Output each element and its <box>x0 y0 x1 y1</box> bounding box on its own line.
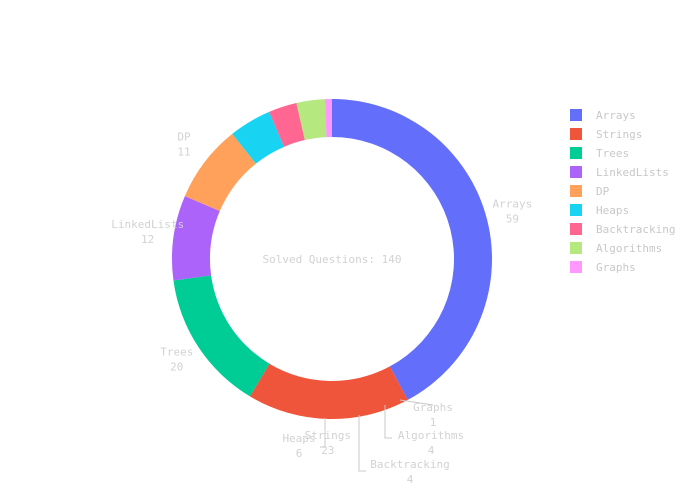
legend-item-backtracking[interactable]: Backtracking <box>570 223 675 236</box>
slice-value-heaps: 6 <box>296 447 303 460</box>
legend-label-graphs: Graphs <box>596 261 636 274</box>
legend-swatch-trees <box>570 147 582 159</box>
legend-swatch-dp <box>570 185 582 197</box>
slice-value-trees: 20 <box>170 360 183 373</box>
slice-label-backtracking: Backtracking <box>370 458 449 471</box>
slice-heaps[interactable] <box>232 111 285 164</box>
slice-linkedlists[interactable] <box>172 196 220 281</box>
leader-backtracking <box>358 415 366 472</box>
slice-label-linkedlists: LinkedLists <box>111 218 184 231</box>
legend-swatch-algorithms <box>570 242 582 254</box>
leader-lines <box>320 399 434 472</box>
legend-swatch-heaps <box>570 204 582 216</box>
slice-labels: Arrays 59 Strings 23 Trees 20 LinkedLists 12 DP 1… <box>111 130 532 486</box>
slice-arrays[interactable] <box>332 99 492 400</box>
slice-strings[interactable] <box>249 363 408 420</box>
legend-item-dp[interactable]: DP <box>570 185 610 198</box>
slice-label-trees: Trees <box>160 345 193 358</box>
legend-label-backtracking: Backtracking <box>596 223 675 236</box>
legend-label-linkedlists: LinkedLists <box>596 166 669 179</box>
legend-swatch-graphs <box>570 261 582 273</box>
slice-trees[interactable] <box>173 275 270 397</box>
slice-label-dp: DP <box>177 130 191 143</box>
legend-label-trees: Trees <box>596 147 629 160</box>
legend-swatch-linkedlists <box>570 166 582 178</box>
donut-slices <box>172 99 492 420</box>
slice-value-linkedlists: 12 <box>141 233 154 246</box>
slice-label-arrays: Arrays <box>492 198 532 211</box>
center-label: Solved Questions: 140 <box>262 253 401 266</box>
slice-label-algorithms: Algorithms <box>398 429 464 442</box>
legend-swatch-arrays <box>570 109 582 121</box>
leader-graphs <box>399 399 434 406</box>
legend-item-algorithms[interactable]: Algorithms <box>570 242 662 255</box>
legend-item-linkedlists[interactable]: LinkedLists <box>570 166 669 179</box>
slice-value-algorithms: 4 <box>428 444 435 457</box>
slice-algorithms[interactable] <box>296 99 327 141</box>
slice-label-heaps: Heaps <box>282 432 315 445</box>
slice-value-graphs: 1 <box>430 416 437 429</box>
slice-graphs[interactable] <box>324 99 332 138</box>
leader-algorithms <box>384 405 392 439</box>
slice-label-graphs: Graphs <box>413 401 453 414</box>
legend-item-strings[interactable]: Strings <box>570 128 642 141</box>
legend-item-graphs[interactable]: Graphs <box>570 261 636 274</box>
slice-value-strings: 23 <box>321 444 334 457</box>
legend-swatch-strings <box>570 128 582 140</box>
legend-item-heaps[interactable]: Heaps <box>570 204 629 217</box>
leader-heaps <box>320 418 326 448</box>
slice-value-arrays: 59 <box>506 213 519 226</box>
legend-label-algorithms: Algorithms <box>596 242 662 255</box>
legend-item-arrays[interactable]: Arrays <box>570 109 636 122</box>
legend: Arrays Strings Trees LinkedLists DP Heaps Back… <box>570 109 675 274</box>
slice-label-strings: Strings <box>305 429 351 442</box>
legend-label-heaps: Heaps <box>596 204 629 217</box>
legend-label-dp: DP <box>596 185 610 198</box>
legend-label-arrays: Arrays <box>596 109 636 122</box>
slice-backtracking[interactable] <box>269 103 305 147</box>
slice-value-backtracking: 4 <box>407 473 414 486</box>
slice-value-dp: 11 <box>177 145 190 158</box>
legend-label-strings: Strings <box>596 128 642 141</box>
legend-item-trees[interactable]: Trees <box>570 147 629 160</box>
legend-swatch-backtracking <box>570 223 582 235</box>
slice-dp[interactable] <box>184 133 256 212</box>
